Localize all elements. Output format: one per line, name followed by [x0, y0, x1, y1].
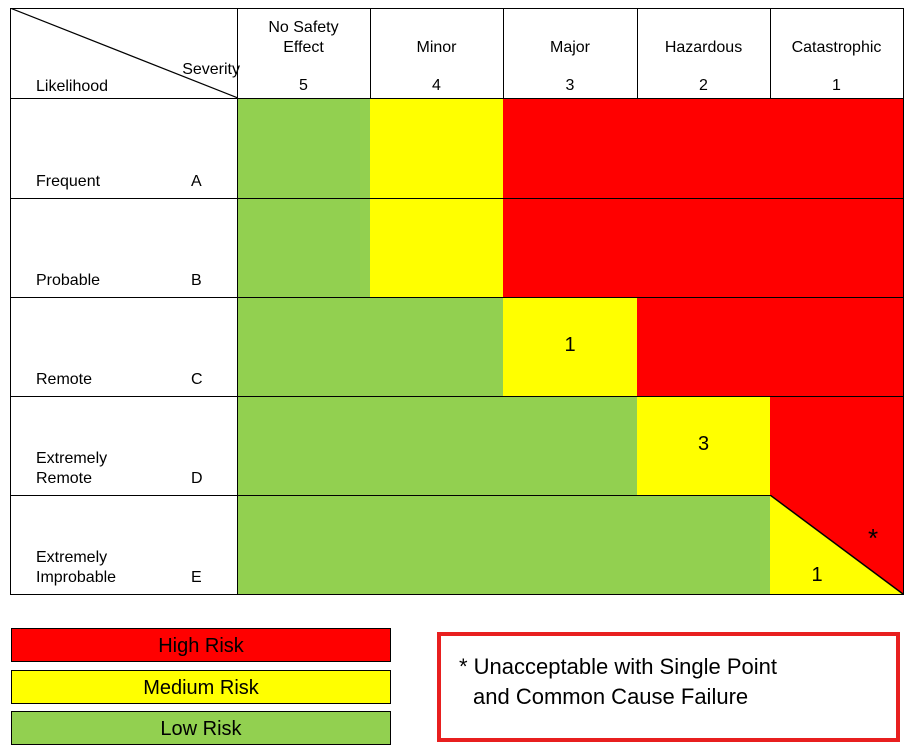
row-label-line1 — [36, 152, 146, 172]
likelihood-row-letter: B — [191, 272, 202, 289]
legend-medium-risk: Medium Risk — [11, 670, 391, 704]
unacceptable-note: * Unacceptable with Single Point and Com… — [437, 632, 900, 742]
grid-horizontal-line — [10, 594, 904, 595]
grid-vertical-line — [503, 8, 504, 98]
risk-cell-medium — [370, 98, 503, 198]
risk-cell-low — [237, 98, 370, 198]
row-label-line1: Extremely — [36, 450, 108, 467]
severity-axis-label: Severity — [182, 61, 240, 78]
grid-vertical-line — [637, 8, 638, 98]
likelihood-row-label: Remote — [36, 350, 146, 390]
grid-horizontal-line — [10, 495, 904, 496]
risk-matrix: No Safety Effect 5 Minor 4 Major 3 Hazardous 2 Ca… — [10, 8, 904, 595]
split-cell-asterisk: * — [867, 523, 879, 553]
column-header-line2: Minor — [416, 39, 457, 56]
risk-cell-low — [237, 396, 370, 495]
column-header-line1: No Safety — [268, 19, 339, 36]
risk-cell-low — [370, 396, 503, 495]
risk-cell-low — [503, 495, 637, 594]
legend-high-risk: High Risk — [11, 628, 391, 662]
risk-cell-high — [637, 297, 770, 396]
risk-cell-high — [637, 198, 770, 297]
split-cell-count: 1 — [811, 564, 823, 586]
risk-cell-high — [770, 396, 903, 495]
risk-cell-low — [237, 198, 370, 297]
likelihood-axis-label: Likelihood — [36, 78, 109, 95]
likelihood-row-label: Extremely Remote — [36, 449, 146, 489]
column-header-line1 — [770, 18, 903, 38]
column-header-line1 — [503, 18, 637, 38]
column-header-line2: Effect — [283, 39, 324, 56]
row-label-line2: Frequent — [36, 173, 101, 190]
column-header-line2: Catastrophic — [791, 39, 882, 56]
risk-cell-low — [370, 495, 503, 594]
risk-cell-medium — [503, 297, 637, 396]
severity-column-header: No Safety Effect 5 — [237, 18, 370, 96]
column-header-line1 — [637, 18, 770, 38]
grid-horizontal-line — [10, 8, 904, 9]
risk-cell-high — [770, 198, 903, 297]
row-label-line2: Probable — [36, 272, 101, 289]
row-label-line1 — [36, 350, 146, 370]
risk-cell-low — [237, 297, 370, 396]
split-cell — [770, 495, 903, 594]
risk-cell-medium — [370, 198, 503, 297]
likelihood-row-letter: C — [191, 371, 203, 388]
risk-cell-high — [503, 198, 637, 297]
severity-column-header: Major 3 — [503, 18, 637, 96]
grid-vertical-line — [10, 8, 11, 595]
risk-cell-low — [503, 396, 637, 495]
risk-cell-low — [637, 495, 770, 594]
row-label-line1 — [36, 251, 146, 271]
row-label-line2: Improbable — [36, 569, 117, 586]
likelihood-row-letter: A — [191, 173, 202, 190]
risk-cell-count: 1 — [564, 333, 576, 356]
row-label-line1: Extremely — [36, 549, 108, 566]
risk-cell-high — [503, 98, 637, 198]
corner-diagonal — [10, 8, 238, 98]
likelihood-row-letter: D — [191, 470, 203, 487]
risk-cell-count: 3 — [697, 432, 710, 455]
column-header-line1 — [370, 18, 503, 38]
risk-cell-low — [237, 495, 370, 594]
risk-cell-high — [637, 98, 770, 198]
likelihood-row-letter: E — [191, 569, 202, 586]
likelihood-row-label: Frequent — [36, 152, 146, 192]
legend-low-risk: Low Risk — [11, 711, 391, 745]
risk-cell-high — [770, 98, 903, 198]
severity-column-header: Catastrophic 1 — [770, 18, 903, 96]
column-header-line2: Major — [549, 39, 590, 56]
column-header-line2: Hazardous — [664, 39, 743, 56]
grid-horizontal-line — [10, 396, 904, 397]
column-header-number: 1 — [832, 77, 841, 94]
risk-cell-high — [770, 297, 903, 396]
grid-horizontal-line — [10, 198, 904, 199]
grid-vertical-line — [370, 8, 371, 98]
grid-vertical-line — [237, 8, 238, 595]
grid-horizontal-line — [10, 98, 904, 99]
risk-cell-low — [370, 297, 503, 396]
severity-column-header: Minor 4 — [370, 18, 503, 96]
column-header-number: 3 — [565, 77, 575, 94]
grid-vertical-line — [770, 8, 771, 98]
column-header-number: 5 — [299, 77, 308, 94]
row-label-line2: Remote — [36, 470, 93, 487]
row-label-line2: Remote — [36, 371, 93, 388]
note-line-2: and Common Cause Failure — [473, 684, 749, 709]
column-header-number: 2 — [699, 77, 708, 94]
column-header-number: 4 — [432, 77, 441, 94]
likelihood-row-label: Extremely Improbable — [36, 548, 146, 588]
risk-cell-medium — [637, 396, 770, 495]
note-line-1: * Unacceptable with Single Point — [459, 654, 777, 679]
severity-column-header: Hazardous 2 — [637, 18, 770, 96]
likelihood-row-label: Probable — [36, 251, 146, 291]
grid-horizontal-line — [10, 297, 904, 298]
